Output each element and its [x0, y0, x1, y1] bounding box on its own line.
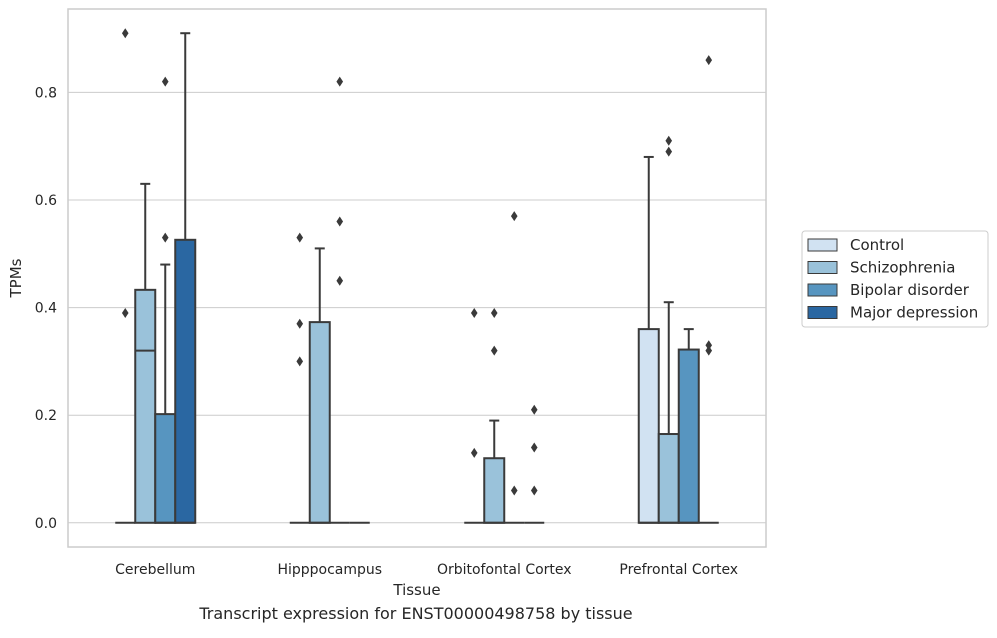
outlier-point — [470, 447, 478, 458]
x-tick-label: Cerebellum — [115, 562, 195, 578]
outlier-point — [490, 345, 498, 356]
outlier-point — [161, 232, 169, 243]
legend-swatch — [807, 283, 838, 297]
outlier-point — [510, 485, 518, 496]
plot-frame — [67, 8, 767, 548]
legend-label: Bipolar disorder — [850, 281, 970, 299]
y-tick-label: 0.0 — [35, 516, 57, 532]
outlier-point — [705, 345, 713, 356]
box-schizophrenia — [483, 307, 506, 524]
chart-caption: Transcript expression for ENST0000049875… — [199, 604, 633, 623]
outlier-point — [530, 442, 538, 453]
outlier-point — [296, 318, 304, 329]
y-tick-label: 0.8 — [35, 85, 57, 101]
box-body — [154, 413, 177, 524]
x-axis-label: Tissue — [392, 581, 440, 599]
outlier-point — [665, 135, 673, 146]
box-bipolar-disorder — [677, 328, 700, 524]
outlier-point — [336, 216, 344, 227]
box-schizophrenia — [134, 182, 157, 524]
outlier-point — [336, 275, 344, 286]
box-schizophrenia — [657, 135, 680, 524]
box-control — [464, 307, 485, 524]
outlier-point — [490, 307, 498, 318]
legend-swatch — [807, 261, 838, 274]
box-major-depression — [174, 32, 197, 524]
outlier-point — [121, 28, 129, 39]
outlier-point — [336, 76, 344, 87]
outlier-point — [665, 146, 673, 157]
legend-swatch — [807, 306, 838, 319]
outlier-point — [530, 404, 538, 415]
box-control — [115, 28, 136, 524]
box-body — [677, 348, 700, 524]
legend-label: Schizophrenia — [850, 259, 955, 277]
x-tick-label: Hipppocampus — [277, 562, 382, 578]
box-body — [483, 457, 506, 524]
legend-frame — [801, 230, 989, 328]
box-control — [637, 155, 660, 524]
y-tick-label: 0.6 — [35, 193, 57, 209]
legend: Control Schizophrenia Bipolar disorder Majo… — [801, 230, 989, 328]
box-body — [134, 288, 157, 524]
outlier-point — [705, 55, 713, 66]
y-axis-label: TPMs — [7, 258, 25, 298]
outlier-point — [161, 76, 169, 87]
box-body — [657, 433, 680, 524]
y-tick-label: 0.4 — [35, 301, 57, 317]
box-bipolar-disorder — [504, 211, 525, 524]
box-body — [308, 321, 331, 524]
outlier-point — [705, 340, 713, 351]
box-bipolar-disorder — [329, 76, 350, 524]
outlier-point — [121, 307, 129, 318]
legend-label: Major depression — [850, 304, 978, 322]
box-body — [174, 238, 197, 524]
y-tick-label: 0.2 — [35, 408, 57, 424]
box-control — [289, 232, 310, 524]
outlier-point — [296, 356, 304, 367]
box-major-depression — [698, 55, 719, 524]
legend-swatch — [807, 238, 838, 252]
x-tick-label: Prefrontal Cortex — [619, 562, 738, 578]
outlier-point — [296, 232, 304, 243]
box-bipolar-disorder — [154, 76, 177, 524]
box-body — [637, 328, 660, 524]
legend-label: Control — [850, 236, 904, 254]
outlier-point — [470, 307, 478, 318]
box-major-depression — [524, 404, 545, 524]
outlier-point — [510, 211, 518, 222]
box-schizophrenia — [308, 247, 331, 524]
x-tick-label: Orbitofontal Cortex — [437, 562, 572, 578]
outlier-point — [530, 485, 538, 496]
